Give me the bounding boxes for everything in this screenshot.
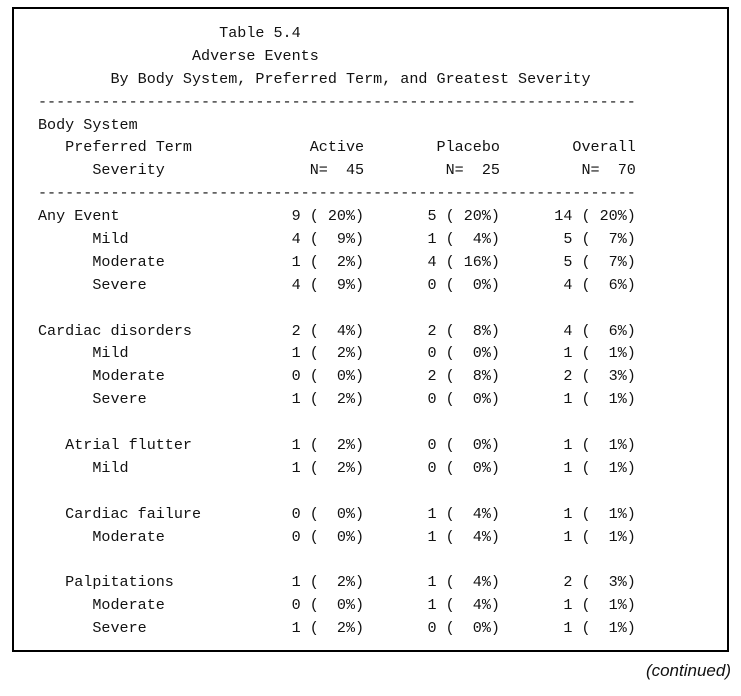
table-number: Table 5.4 <box>38 24 301 42</box>
table-listing: Table 5.4 Adverse Events By Body System,… <box>38 22 636 640</box>
table-row: Cardiac disorders 2 ( 4%) 2 ( 8%) 4 ( 6%… <box>38 321 636 340</box>
table-row: Any Event 9 ( 20%) 5 ( 20%) 14 ( 20%) <box>38 207 636 226</box>
blank-row <box>38 480 636 503</box>
table-row: Moderate 0 ( 0%) 1 ( 4%) 1 ( 1%) <box>38 527 636 546</box>
table-row: Moderate 0 ( 0%) 2 ( 8%) 2 ( 3%) <box>38 367 636 386</box>
header-rule-bottom: ----------------------------------------… <box>38 184 636 203</box>
table-row: Moderate 0 ( 0%) 1 ( 4%) 1 ( 1%) <box>38 596 636 615</box>
table-row: Severe 4 ( 9%) 0 ( 0%) 4 ( 6%) <box>38 275 636 294</box>
table-row: Atrial flutter 1 ( 2%) 0 ( 0%) 1 ( 1%) <box>38 436 636 455</box>
blank-row <box>38 411 636 434</box>
blank-row <box>38 548 636 571</box>
table-subtitle: By Body System, Preferred Term, and Grea… <box>38 69 591 88</box>
table-row: Moderate 1 ( 2%) 4 ( 16%) 5 ( 7%) <box>38 252 636 271</box>
table-row: Severe 1 ( 2%) 0 ( 0%) 1 ( 1%) <box>38 619 636 638</box>
table-row: Mild 4 ( 9%) 1 ( 4%) 5 ( 7%) <box>38 230 636 249</box>
column-header-groups: Preferred Term Active Placebo Overall <box>38 138 636 157</box>
table-row: Mild 1 ( 2%) 0 ( 0%) 1 ( 1%) <box>38 344 636 363</box>
blank-row <box>38 297 636 320</box>
column-header-counts: Severity N= 45 N= 25 N= 70 <box>38 161 636 180</box>
table-frame: Table 5.4 Adverse Events By Body System,… <box>12 7 729 652</box>
table-title: Adverse Events <box>38 46 319 65</box>
header-rule-top: ----------------------------------------… <box>38 92 636 111</box>
table-row: Palpitations 1 ( 2%) 1 ( 4%) 2 ( 3%) <box>38 573 636 592</box>
continued-label: (continued) <box>645 661 731 680</box>
table-row: Cardiac failure 0 ( 0%) 1 ( 4%) 1 ( 1%) <box>38 504 636 523</box>
table-row: Severe 1 ( 2%) 0 ( 0%) 1 ( 1%) <box>38 390 636 409</box>
table-row: Mild 1 ( 2%) 0 ( 0%) 1 ( 1%) <box>38 458 636 477</box>
column-header-body-system: Body System <box>38 115 138 134</box>
